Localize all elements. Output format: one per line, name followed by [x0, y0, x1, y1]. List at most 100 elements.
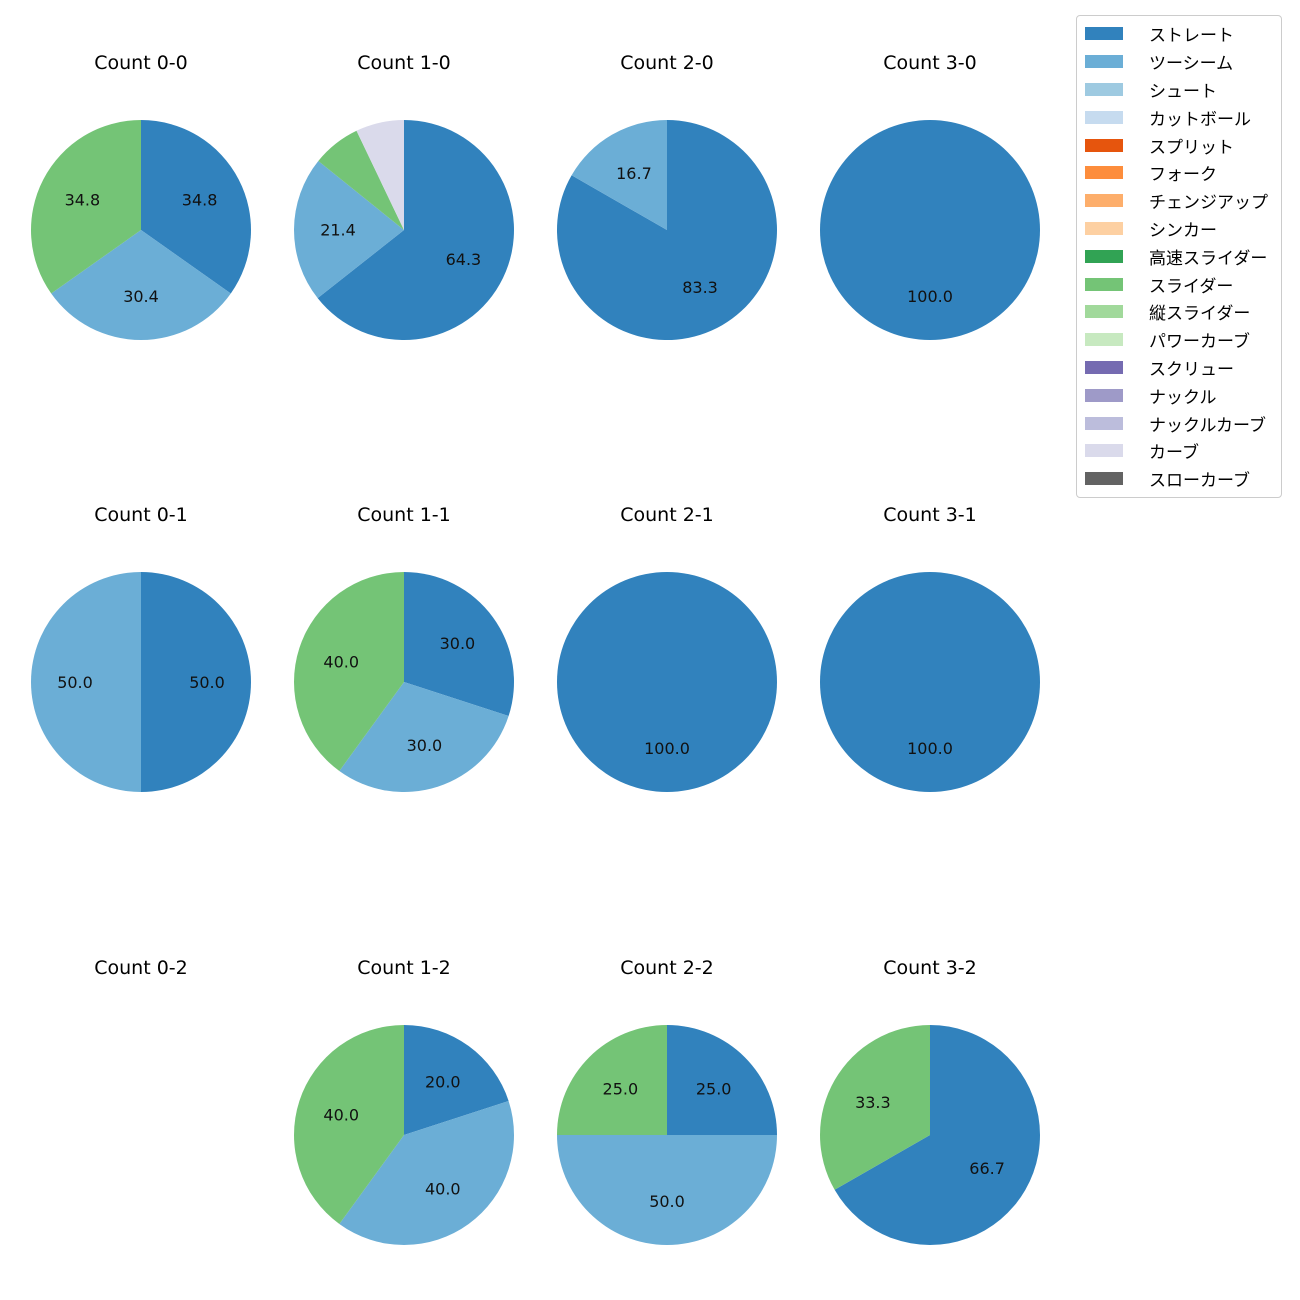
- slice-label: 100.0: [907, 739, 953, 758]
- legend-label: ナックルカーブ: [1149, 415, 1266, 436]
- pie-slice: [318, 130, 404, 230]
- slice-label: 100.0: [907, 287, 953, 306]
- legend-label: ツーシーム: [1149, 54, 1234, 75]
- legend-item: カーブ: [1077, 437, 1281, 465]
- legend-swatch: [1085, 416, 1123, 430]
- legend-label: スプリット: [1149, 137, 1234, 158]
- legend-label: カットボール: [1149, 109, 1251, 130]
- slice-label: 50.0: [189, 673, 225, 692]
- legend-label: 縦スライダー: [1149, 304, 1251, 325]
- legend-swatch: [1085, 333, 1123, 347]
- slice-label: 40.0: [323, 653, 359, 672]
- legend-swatch: [1085, 82, 1123, 96]
- pie-title: Count 1-1: [357, 504, 451, 526]
- slice-label: 40.0: [425, 1179, 461, 1198]
- slice-label: 21.4: [320, 221, 356, 240]
- legend-swatch: [1085, 166, 1123, 180]
- pie-slice: [31, 120, 142, 294]
- slice-label: 20.0: [425, 1073, 461, 1092]
- pie-title: Count 1-2: [357, 957, 451, 979]
- pie-slice: [294, 1025, 404, 1224]
- slice-label: 30.4: [123, 287, 159, 306]
- legend-item: シュート: [1077, 76, 1281, 104]
- pie-slice: [557, 572, 777, 792]
- slice-label: 64.3: [446, 250, 482, 269]
- legend-label: スクリュー: [1149, 359, 1234, 380]
- legend-swatch: [1085, 27, 1123, 41]
- pie-title: Count 2-2: [620, 957, 714, 979]
- legend: ストレートツーシームシュートカットボール スプリット フォークチェンジアップ シンカー…: [1076, 15, 1282, 498]
- pie-title: Count 3-0: [883, 52, 977, 74]
- legend-item: ナックル: [1077, 381, 1281, 409]
- legend-item: シンカー: [1077, 215, 1281, 243]
- legend-swatch: [1085, 249, 1123, 263]
- legend-label: シュート: [1149, 81, 1217, 102]
- legend-item: 縦スライダー: [1077, 298, 1281, 326]
- legend-swatch: [1085, 221, 1123, 235]
- legend-label: シンカー: [1149, 220, 1217, 241]
- slice-label: 66.7: [969, 1159, 1005, 1178]
- pie-slice: [820, 1025, 930, 1190]
- legend-item: スローカーブ: [1077, 465, 1281, 493]
- legend-label: スライダー: [1149, 276, 1234, 297]
- legend-item: チェンジアップ: [1077, 187, 1281, 215]
- pie-panel: Count 3-0 100.0: [820, 52, 1040, 340]
- legend-label: スローカーブ: [1149, 471, 1250, 492]
- pie-slice: [31, 572, 141, 792]
- pie-panel: Count 2-1 100.0: [557, 504, 777, 792]
- pie-slice: [557, 1135, 777, 1245]
- pie-title: Count 2-0: [620, 52, 714, 74]
- pie-slice: [404, 572, 514, 716]
- pie-panel: Count 0-0 34.8 30.4 34.8: [31, 52, 251, 340]
- pie-panel: Count 3-2 66.7 33.3: [820, 957, 1040, 1245]
- slice-label: 25.0: [603, 1079, 639, 1098]
- slice-label: 50.0: [649, 1192, 685, 1211]
- legend-swatch: [1085, 388, 1123, 402]
- slice-label: 30.0: [440, 634, 476, 653]
- legend-swatch: [1085, 194, 1123, 208]
- legend-swatch: [1085, 305, 1123, 319]
- slice-label: 83.3: [682, 278, 718, 297]
- pie-title: Count 0-1: [94, 504, 188, 526]
- legend-swatch: [1085, 138, 1123, 152]
- legend-item: フォーク: [1077, 159, 1281, 187]
- pie-slice: [820, 120, 1040, 340]
- pie-slice: [820, 572, 1040, 792]
- legend-item: 高速スライダー: [1077, 242, 1281, 270]
- legend-item: スプリット: [1077, 131, 1281, 159]
- pie-title: Count 3-1: [883, 504, 977, 526]
- legend-item: ツーシーム: [1077, 48, 1281, 76]
- pie-slice: [339, 1101, 514, 1245]
- legend-item: カットボール: [1077, 103, 1281, 131]
- pie-title: Count 0-0: [94, 52, 188, 74]
- legend-label: チェンジアップ: [1149, 193, 1268, 214]
- legend-swatch: [1085, 472, 1123, 486]
- pie-panel: Count 1-1 30.0 30.0 40.0: [293, 504, 514, 792]
- pie-panel: Count 0-2: [94, 957, 188, 979]
- legend-label: 高速スライダー: [1149, 248, 1268, 269]
- pie-slice: [339, 682, 509, 792]
- legend-item: パワーカーブ: [1077, 326, 1281, 354]
- pie-panel: Count 1-2 20.0 40.0 40.0: [294, 957, 514, 1245]
- legend-swatch: [1085, 110, 1123, 124]
- legend-item: ストレート: [1077, 20, 1281, 48]
- slice-label: 34.8: [182, 191, 218, 210]
- pie-slice: [317, 120, 514, 340]
- pie-panel: Count 0-1 50.0 50.0: [31, 504, 251, 792]
- pie-slice: [557, 1025, 667, 1135]
- pie-title: Count 2-1: [620, 504, 714, 526]
- slice-label: 16.7: [616, 164, 652, 183]
- pie-title: Count 1-0: [357, 52, 451, 74]
- pie-slice: [667, 1025, 777, 1135]
- pie-slice: [356, 120, 404, 230]
- pie-slice: [141, 120, 251, 294]
- pie-slice: [141, 572, 251, 792]
- slice-label: 33.3: [855, 1093, 891, 1112]
- legend-swatch: [1085, 360, 1123, 374]
- legend-label: ストレート: [1149, 26, 1234, 47]
- pie-panel: Count 2-2 25.0 50.0 25.0: [557, 957, 777, 1245]
- legend-label: カーブ: [1149, 443, 1199, 464]
- pie-title: Count 0-2: [94, 957, 188, 979]
- pie-slice: [404, 1025, 509, 1135]
